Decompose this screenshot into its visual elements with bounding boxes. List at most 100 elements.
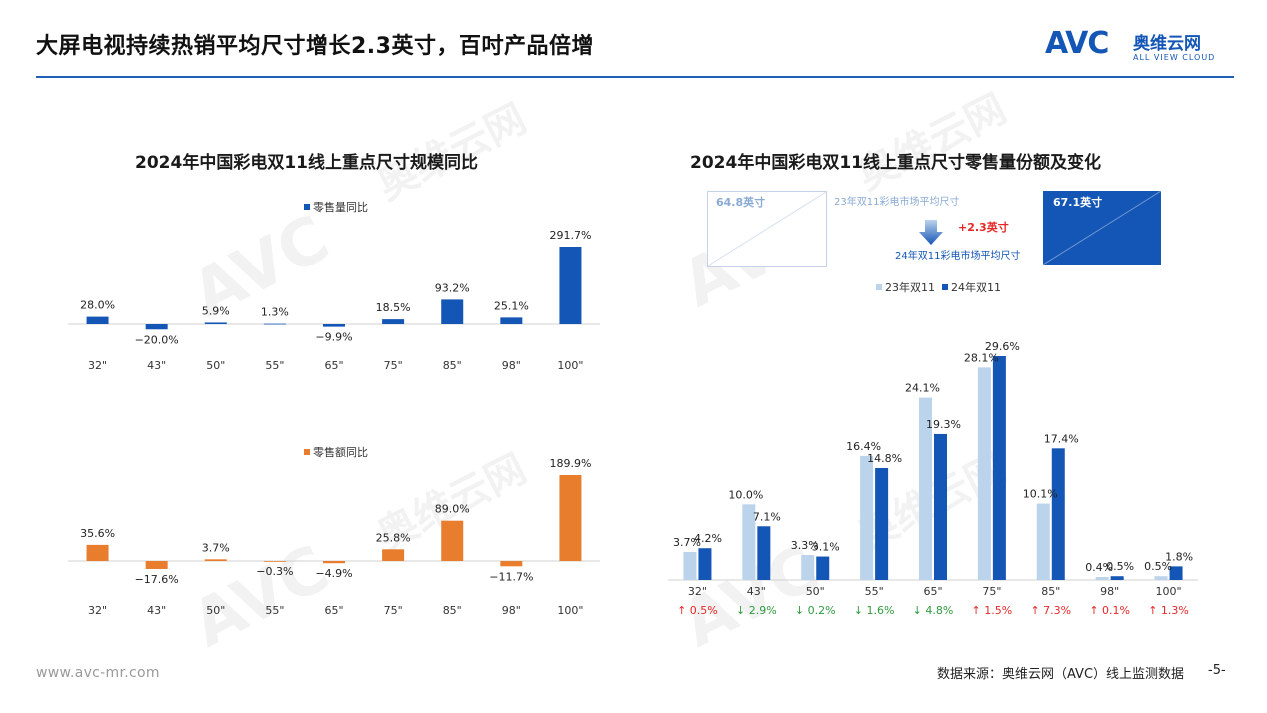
share-chart-title: 2024年中国彩电双11线上重点尺寸零售量份额及变化 — [690, 153, 1101, 173]
bar-23-0 — [683, 552, 697, 580]
tick-label-volume-yoy-8: 100" — [557, 359, 583, 372]
share-chart-svg: 23年双11 24年双11 3.7%4.2% 32" ↑ 0.5% 10.0% 7.1% 43… — [668, 280, 1198, 617]
avg-size-23-box: 64.8英寸 — [707, 191, 827, 267]
tick-label-share-6: 85" — [1041, 585, 1060, 598]
bar-23-8 — [1154, 576, 1168, 580]
tick-label-volume-yoy-2: 50" — [206, 359, 225, 372]
tick-label-share-7: 98" — [1100, 585, 1119, 598]
data-label-23-6: 10.1% — [1023, 488, 1058, 501]
change-label-5: ↑ 1.5% — [972, 604, 1013, 617]
bar-24-4 — [934, 433, 947, 580]
bar-23-4 — [919, 397, 932, 580]
bar-revenue-yoy-4 — [323, 561, 345, 564]
data-label-revenue-yoy-7: −11.7% — [489, 570, 533, 583]
bar-volume-yoy-4 — [323, 324, 345, 327]
bar-revenue-yoy-3 — [263, 561, 286, 562]
down-arrow-icon — [919, 220, 943, 245]
data-label-23-1: 10.0% — [728, 488, 763, 501]
tick-label-share-3: 55" — [865, 585, 884, 598]
data-label-24-7: 0.5% — [1106, 560, 1134, 573]
avg-size-23-diagonal — [708, 192, 826, 266]
tick-label-revenue-yoy-6: 85" — [443, 604, 462, 617]
bar-24-3 — [875, 468, 889, 580]
data-label-24-8: 1.8% — [1165, 550, 1193, 563]
bar-24-0 — [698, 548, 712, 580]
data-label-volume-yoy-5: 18.5% — [376, 301, 411, 314]
data-label-volume-yoy-4: −9.9% — [315, 331, 352, 344]
avg-size-23-value: 64.8英寸 — [716, 196, 766, 209]
avg-size-24-caption: 24年双11彩电市场平均尺寸 — [895, 251, 1021, 262]
bar-volume-yoy-1 — [145, 324, 168, 330]
data-label-volume-yoy-6: 93.2% — [435, 281, 470, 294]
avg-size-24-box: 67.1英寸 — [1043, 191, 1161, 265]
avg-size-23-caption: 23年双11彩电市场平均尺寸 — [834, 197, 960, 208]
tick-label-share-4: 65" — [923, 585, 942, 598]
change-label-6: ↑ 7.3% — [1030, 604, 1071, 617]
bar-24-7 — [1110, 576, 1124, 580]
bar-23-2 — [801, 555, 815, 580]
change-label-2: ↓ 0.2% — [795, 604, 836, 617]
tick-label-revenue-yoy-4: 65" — [324, 604, 343, 617]
tick-label-share-5: 75" — [982, 585, 1001, 598]
tick-label-volume-yoy-4: 65" — [324, 359, 343, 372]
data-label-24-6: 17.4% — [1044, 432, 1079, 445]
data-label-volume-yoy-7: 25.1% — [494, 299, 529, 312]
data-label-23-3: 16.4% — [846, 440, 881, 453]
tick-label-revenue-yoy-3: 55" — [265, 604, 284, 617]
data-label-revenue-yoy-4: −4.9% — [315, 567, 352, 580]
page-number: -5- — [1208, 663, 1226, 678]
bar-24-8 — [1169, 566, 1183, 580]
watermark-cn-2: 奥维云网 — [850, 85, 1014, 200]
legend-label-24: 24年双11 — [951, 280, 1001, 294]
bar-24-1 — [757, 526, 771, 580]
avg-size-delta: +2.3英寸 — [958, 221, 1009, 234]
footer-url: www.avc-mr.com — [36, 665, 160, 681]
tick-label-revenue-yoy-0: 32" — [88, 604, 107, 617]
data-label-revenue-yoy-6: 89.0% — [435, 503, 470, 516]
bar-revenue-yoy-2 — [204, 559, 227, 561]
data-label-24-3: 14.8% — [867, 452, 902, 465]
change-label-3: ↓ 1.6% — [854, 604, 895, 617]
data-label-volume-yoy-1: −20.0% — [135, 333, 179, 346]
tick-label-revenue-yoy-5: 75" — [384, 604, 403, 617]
change-label-0: ↑ 0.5% — [677, 604, 718, 617]
bar-24-2 — [816, 556, 830, 580]
bar-24-5 — [992, 356, 1006, 580]
bar-revenue-yoy-8 — [559, 475, 582, 561]
bar-volume-yoy-8 — [559, 247, 582, 324]
bar-23-5 — [977, 367, 991, 580]
change-label-8: ↑ 1.3% — [1148, 604, 1189, 617]
data-label-revenue-yoy-5: 25.8% — [376, 531, 411, 544]
data-label-volume-yoy-8: 291.7% — [549, 229, 591, 242]
legend-swatch-revenue-yoy — [304, 449, 310, 455]
change-label-7: ↑ 0.1% — [1089, 604, 1130, 617]
bar-volume-yoy-2 — [204, 322, 227, 324]
data-label-revenue-yoy-3: −0.3% — [256, 565, 293, 578]
tick-label-share-1: 43" — [747, 585, 766, 598]
logo-mark: AVC — [1045, 26, 1109, 61]
tick-label-share-0: 32" — [688, 585, 707, 598]
bar-revenue-yoy-7 — [500, 561, 523, 567]
tick-label-volume-yoy-6: 85" — [443, 359, 462, 372]
data-label-24-2: 3.1% — [812, 541, 840, 554]
yoy-charts-svg: 零售量同比 28.0% 32" −20.0% 43" 5.9% 50" 1.3% 55" −9.9… — [68, 200, 600, 617]
bar-revenue-yoy-0 — [86, 544, 109, 561]
bar-23-7 — [1095, 576, 1109, 580]
change-label-4: ↓ 4.8% — [913, 604, 954, 617]
data-label-revenue-yoy-8: 189.9% — [549, 457, 591, 470]
tick-label-volume-yoy-1: 43" — [147, 359, 166, 372]
bar-23-1 — [742, 504, 756, 580]
bar-revenue-yoy-5 — [382, 549, 405, 561]
legend-label-revenue-yoy: 零售额同比 — [313, 445, 368, 459]
data-label-revenue-yoy-1: −17.6% — [135, 573, 179, 586]
data-label-revenue-yoy-0: 35.6% — [80, 527, 115, 540]
tick-label-volume-yoy-7: 98" — [502, 359, 521, 372]
data-label-24-1: 7.1% — [753, 510, 781, 523]
bar-24-6 — [1051, 448, 1065, 580]
tick-label-revenue-yoy-8: 100" — [557, 604, 583, 617]
data-label-23-4: 24.1% — [905, 382, 940, 395]
page-title: 大屏电视持续热销平均尺寸增长2.3英寸，百吋产品倍增 — [36, 34, 594, 59]
data-label-24-0: 4.2% — [694, 532, 722, 545]
data-label-revenue-yoy-2: 3.7% — [202, 541, 230, 554]
data-label-volume-yoy-3: 1.3% — [261, 306, 289, 319]
